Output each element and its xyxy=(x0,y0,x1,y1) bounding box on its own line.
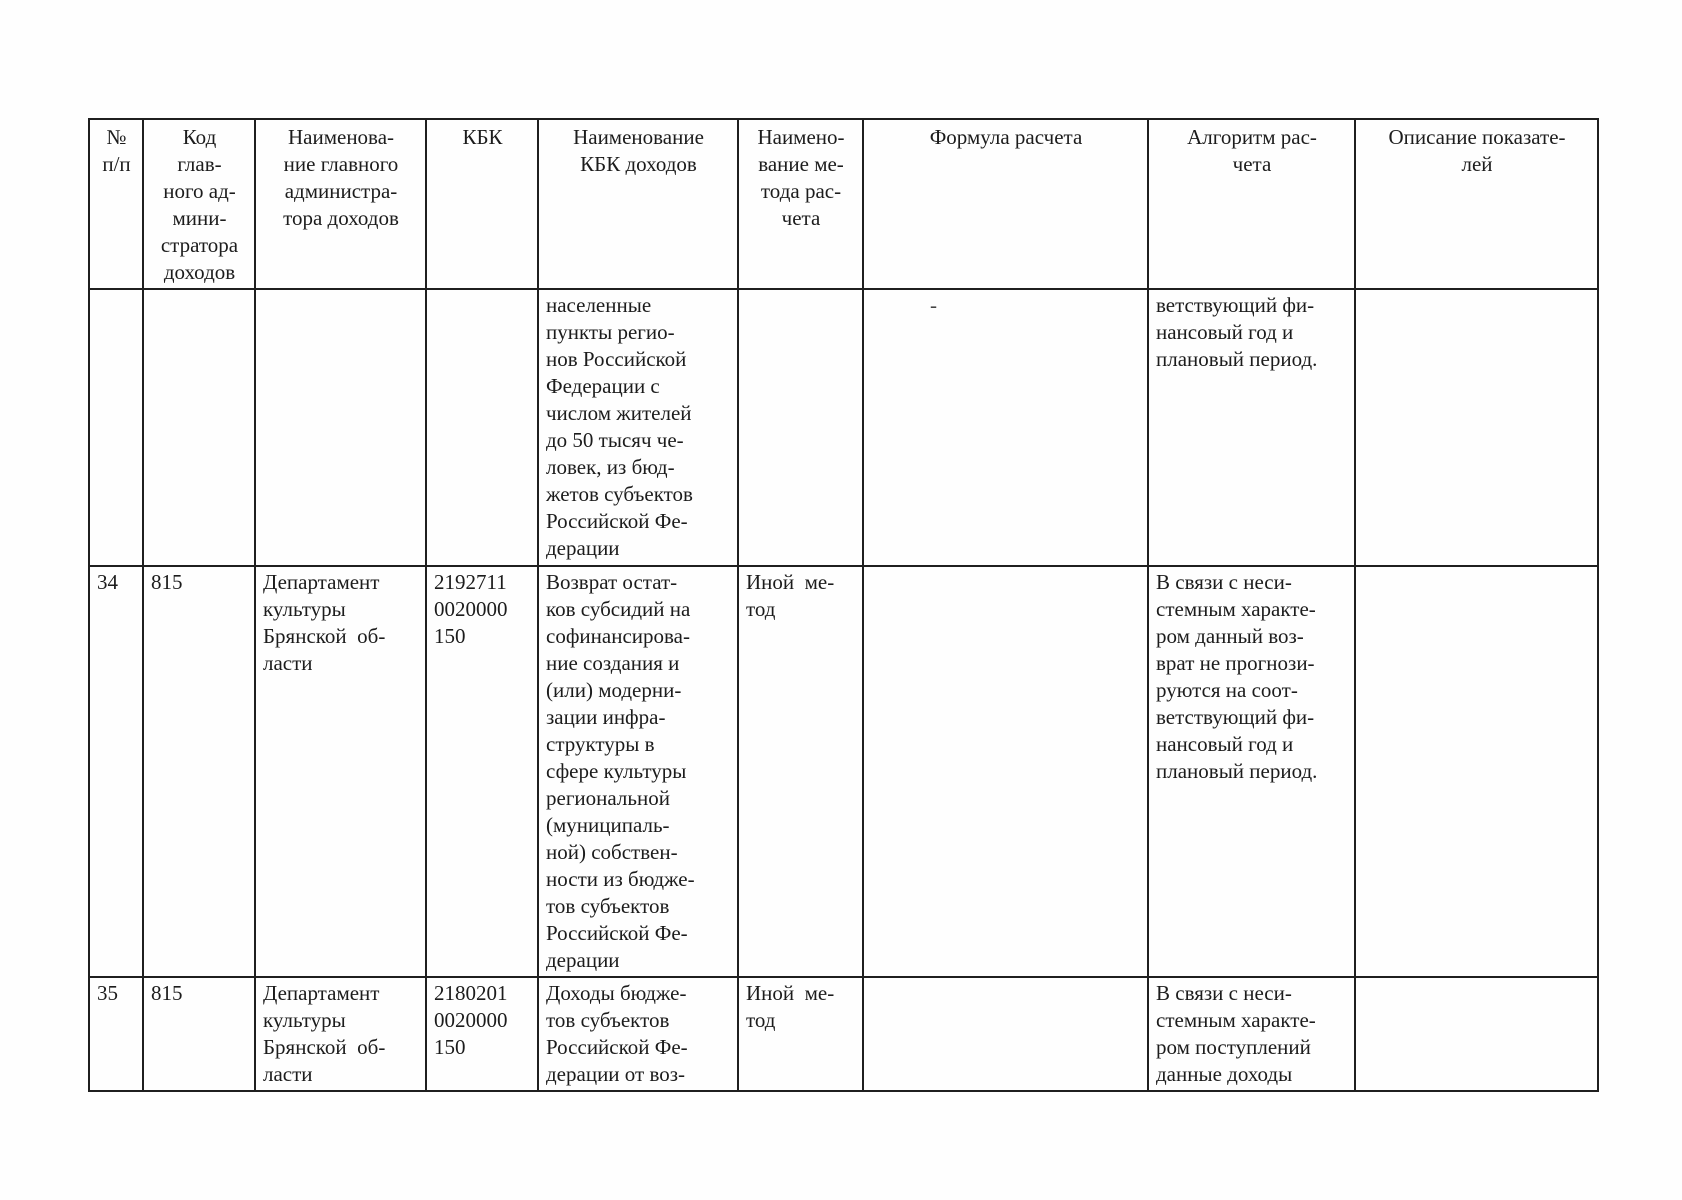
row35-admin-code: 815 xyxy=(142,976,256,1092)
row34-kbk: 2192711 0020000 150 xyxy=(425,565,539,978)
header-algorithm: Алгоритм рас- чета xyxy=(1147,118,1356,290)
row35-indicators xyxy=(1354,976,1599,1092)
row34-algorithm: В связи с неси- стемным характе- ром дан… xyxy=(1147,565,1356,978)
cont-admin-code xyxy=(142,288,256,567)
row35-number: 35 xyxy=(88,976,144,1092)
row34-formula xyxy=(862,565,1149,978)
row34-method-name: Иной ме- тод xyxy=(737,565,864,978)
row35-algorithm: В связи с неси- стемным характе- ром пос… xyxy=(1147,976,1356,1092)
row34-admin-code: 815 xyxy=(142,565,256,978)
cont-algorithm: ветствующий фи- нансовый год и плановый … xyxy=(1147,288,1356,567)
header-kbk: КБК xyxy=(425,118,539,290)
table-row-34: 34 815 Департамент культуры Брянской об-… xyxy=(88,565,1599,978)
row35-kbk: 2180201 0020000 150 xyxy=(425,976,539,1092)
header-admin-code: Код глав- ного ад- мини- стратора доходо… xyxy=(142,118,256,290)
row35-formula xyxy=(862,976,1149,1092)
cont-kbk-name: населенные пункты регио- нов Российской … xyxy=(537,288,739,567)
header-row-number: № п/п xyxy=(88,118,144,290)
table-row-continuation: населенные пункты регио- нов Российской … xyxy=(88,288,1599,567)
cont-row-number xyxy=(88,288,144,567)
cont-method-name xyxy=(737,288,864,567)
income-forecast-table: № п/п Код глав- ного ад- мини- стратора … xyxy=(88,118,1599,1092)
cont-formula: - xyxy=(862,288,1149,567)
header-kbk-name: Наименование КБК доходов xyxy=(537,118,739,290)
row35-kbk-name: Доходы бюдже- тов субъектов Российской Ф… xyxy=(537,976,739,1092)
header-indicators: Описание показате- лей xyxy=(1354,118,1599,290)
cont-admin-name xyxy=(254,288,427,567)
row34-kbk-name: Возврат остат- ков субсидий на софинанси… xyxy=(537,565,739,978)
table-row-35: 35 815 Департамент культуры Брянской об-… xyxy=(88,976,1599,1092)
row34-admin-name: Департамент культуры Брянской об- ласти xyxy=(254,565,427,978)
row34-indicators xyxy=(1354,565,1599,978)
cont-indicators xyxy=(1354,288,1599,567)
header-formula: Формула расчета xyxy=(862,118,1149,290)
cont-kbk xyxy=(425,288,539,567)
row35-method-name: Иной ме- тод xyxy=(737,976,864,1092)
header-admin-name: Наименова- ние главного администра- тора… xyxy=(254,118,427,290)
row34-number: 34 xyxy=(88,565,144,978)
header-method-name: Наимено- вание ме- тода рас- чета xyxy=(737,118,864,290)
table-header-row: № п/п Код глав- ного ад- мини- стратора … xyxy=(88,118,1599,290)
row35-admin-name: Департамент культуры Брянской об- ласти xyxy=(254,976,427,1092)
